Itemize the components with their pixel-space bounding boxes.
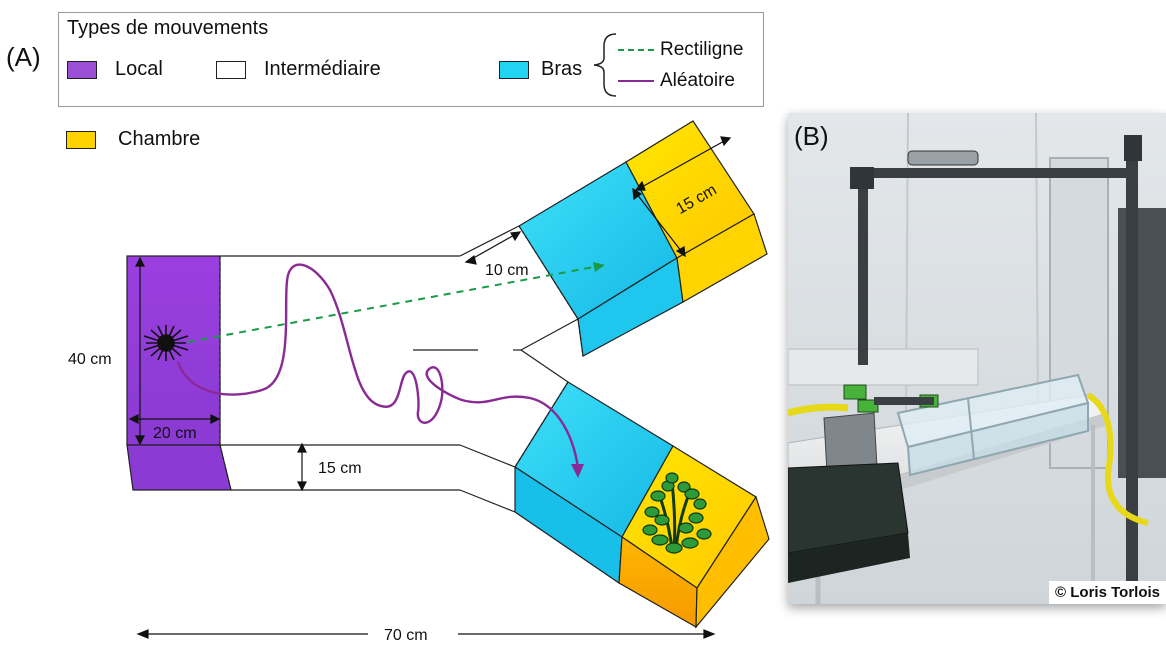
local-swatch xyxy=(67,60,97,79)
legend-brace xyxy=(593,33,617,97)
dim-40cm: 40 cm xyxy=(68,351,112,368)
legend-label-intermediaire: Intermédiaire xyxy=(264,58,381,80)
legend-item-bras: Bras xyxy=(499,58,582,81)
dim-20cm: 20 cm xyxy=(153,425,197,442)
experimental-setup-photo: (B) xyxy=(788,113,1166,604)
dimension-lines xyxy=(128,136,732,639)
intermediaire-swatch xyxy=(216,60,246,79)
legend-item-aleatoire: Aléatoire xyxy=(618,70,735,92)
upper-arm xyxy=(518,161,684,357)
bras-swatch xyxy=(499,60,529,79)
legend-item-rectiligne: Rectiligne xyxy=(618,39,743,61)
legend-label-local: Local xyxy=(115,58,163,80)
legend-label-rectiligne: Rectiligne xyxy=(660,39,744,60)
legend-label-aleatoire: Aléatoire xyxy=(660,70,735,91)
photo-credit: © Loris Torlois xyxy=(1049,581,1166,604)
aleatoire-line xyxy=(618,80,654,82)
aleatoire-path xyxy=(176,263,584,478)
lower-arm xyxy=(514,381,674,585)
dim-70cm: 70 cm xyxy=(384,627,428,644)
maze-diagram: 40 cm 20 cm 15 cm 10 cm 15 cm 70 cm xyxy=(68,120,770,644)
chambre-swatch xyxy=(66,130,96,149)
legend: Types de mouvements Local Intermédiaire … xyxy=(58,12,764,107)
dim-15cm-arm: 15 cm xyxy=(318,460,362,477)
panel-a-label: (A) xyxy=(6,42,41,72)
local-zone xyxy=(126,255,232,491)
rectiligne-path xyxy=(187,262,605,343)
dim-10cm: 10 cm xyxy=(485,262,529,279)
legend-label-chambre: Chambre xyxy=(118,128,201,150)
legend-label-bras: Bras xyxy=(541,58,583,80)
sea-urchin-icon xyxy=(143,325,189,361)
intermediate-zone xyxy=(219,225,579,513)
seaweed-icon xyxy=(642,472,712,554)
panel-b-label: (B) xyxy=(794,121,829,151)
legend-item-intermediaire: Intermédiaire xyxy=(216,58,381,81)
legend-item-chambre: Chambre xyxy=(66,128,200,151)
legend-title: Types de mouvements xyxy=(67,17,269,39)
upper-chamber xyxy=(625,120,768,303)
rectiligne-line xyxy=(618,49,654,51)
setup-scene xyxy=(788,113,1166,604)
legend-item-local: Local xyxy=(67,58,163,81)
